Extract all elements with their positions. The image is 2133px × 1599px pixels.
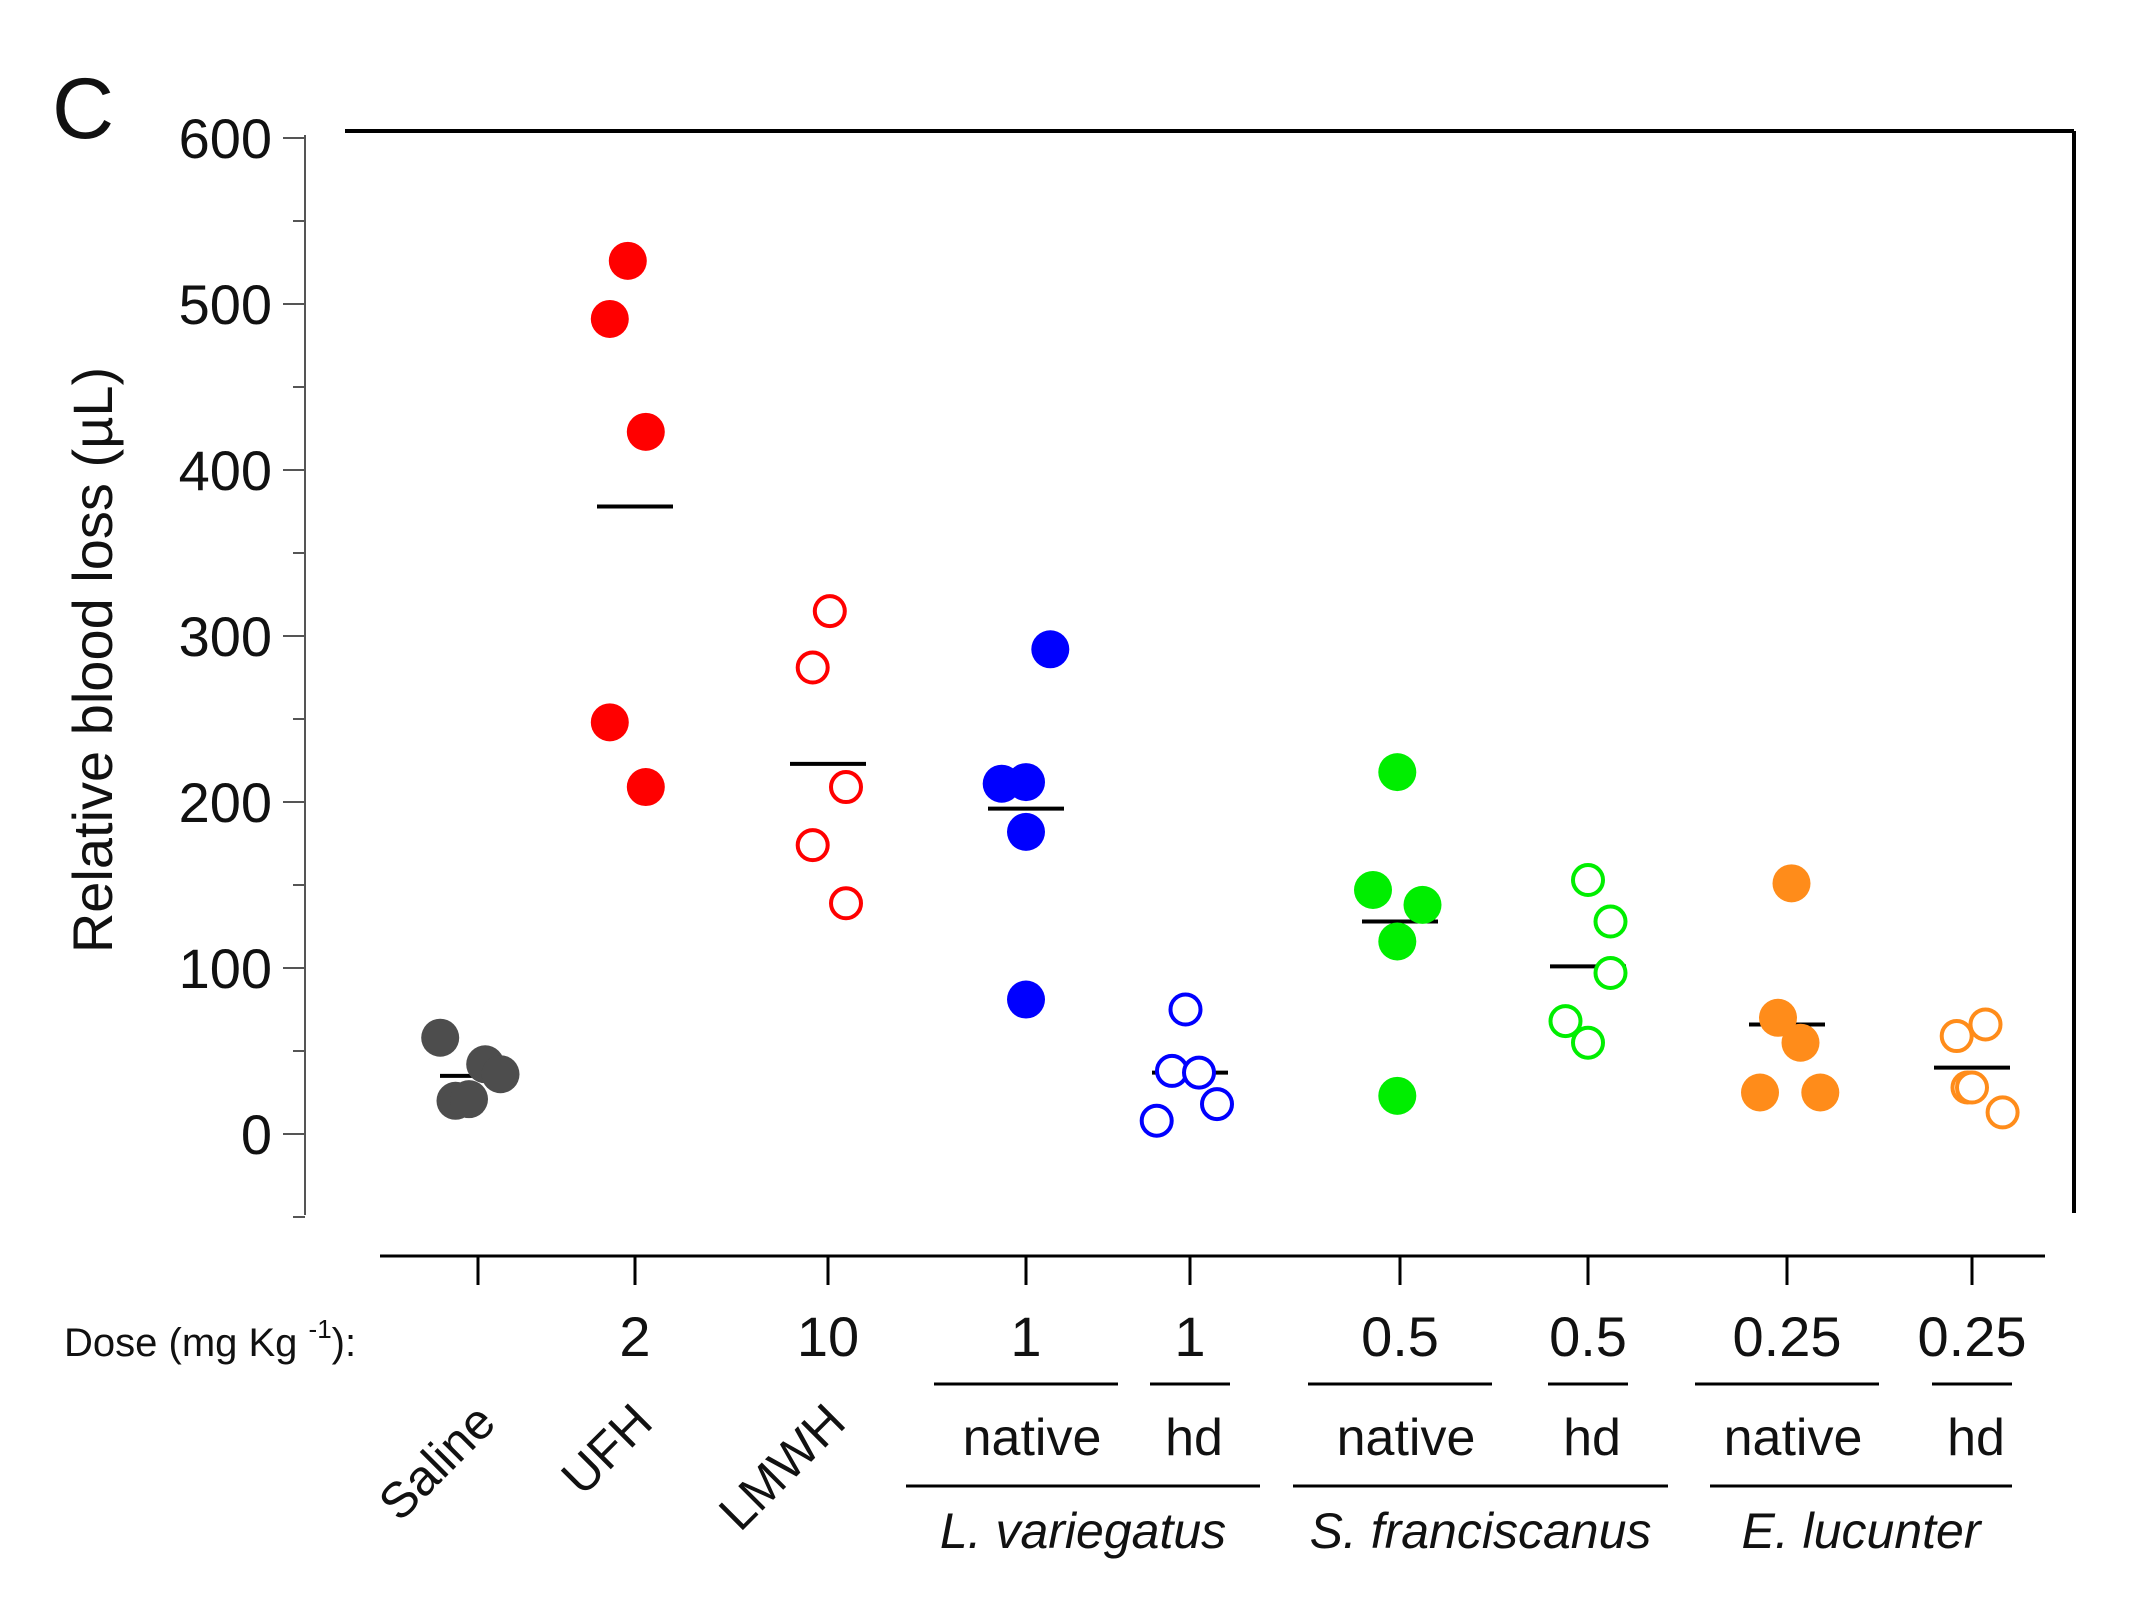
dose-label: 2 — [619, 1305, 650, 1368]
dose-label: 1 — [1174, 1305, 1205, 1368]
data-point — [1985, 1095, 2020, 1130]
form-label: hd — [1165, 1409, 1223, 1467]
data-point — [1571, 863, 1605, 898]
group-label: LMWH — [708, 1393, 856, 1541]
data-point — [626, 768, 665, 807]
data-point — [590, 299, 629, 338]
dose-label: 1 — [1010, 1305, 1041, 1368]
data-point — [1378, 922, 1417, 961]
dose-label: 0.5 — [1361, 1305, 1439, 1368]
data-point — [1571, 1025, 1605, 1060]
form-label: hd — [1947, 1409, 2005, 1467]
form-label: native — [1337, 1409, 1476, 1467]
y-tick-label: 0 — [241, 1103, 272, 1166]
data-point — [1182, 1055, 1216, 1090]
dose-label: 0.5 — [1549, 1305, 1627, 1368]
group-means — [440, 504, 2010, 1078]
data-point — [1593, 904, 1628, 939]
species-label: E. lucunter — [1741, 1503, 1982, 1559]
data-point — [1378, 1076, 1417, 1115]
data-point — [481, 1055, 520, 1094]
data-point — [1139, 1103, 1174, 1138]
data-point — [1548, 1004, 1583, 1039]
axes — [304, 129, 2076, 1215]
data-point — [1168, 992, 1203, 1027]
data-points — [421, 241, 2020, 1138]
data-point — [590, 703, 629, 742]
dose-label: 0.25 — [1733, 1305, 1842, 1368]
data-point — [608, 241, 647, 280]
data-point — [1007, 812, 1045, 851]
dose-axis-title: Dose (mg Kg -1): — [64, 1314, 356, 1365]
y-tick-label: 400 — [179, 439, 272, 502]
data-point — [1354, 870, 1392, 909]
data-point — [626, 412, 665, 451]
dose-label: 10 — [797, 1305, 859, 1368]
species-label: S. franciscanus — [1310, 1503, 1652, 1559]
y-tick-label: 200 — [179, 771, 272, 834]
data-point — [1593, 955, 1628, 990]
y-axis-ticks: 0 100 200 300 400 500 600 — [179, 107, 305, 1218]
data-point — [1007, 980, 1045, 1019]
data-point — [1403, 885, 1442, 924]
form-label: hd — [1563, 1409, 1621, 1467]
data-point — [421, 1018, 460, 1057]
form-label: native — [1724, 1409, 1863, 1467]
data-point — [1200, 1087, 1234, 1122]
panel-letter: C — [52, 61, 114, 157]
data-point — [1939, 1019, 1974, 1054]
data-point — [1781, 1023, 1820, 1062]
group-label: Saline — [368, 1393, 506, 1531]
data-point — [1759, 998, 1797, 1037]
data-point — [1741, 1073, 1779, 1112]
data-point — [1007, 763, 1045, 802]
data-point — [1968, 1007, 2003, 1042]
data-point — [829, 886, 863, 921]
data-point — [1955, 1070, 1989, 1105]
y-tick-label: 600 — [179, 107, 272, 170]
data-point — [1772, 864, 1811, 903]
form-label: native — [963, 1409, 1102, 1467]
data-point — [1031, 630, 1070, 669]
data-point — [829, 770, 863, 805]
y-axis-label: Relative blood loss (µL) — [61, 367, 124, 953]
y-tick-label: 500 — [179, 273, 272, 336]
data-point — [812, 594, 847, 629]
data-point — [795, 828, 830, 863]
data-point — [795, 650, 830, 685]
data-point — [450, 1080, 488, 1119]
x-axis-categories: Saline 2 UFH 10 LMWH 1 native 1 hd 0.5 native 0.5 hd… — [368, 1254, 2045, 1559]
data-point — [1378, 753, 1417, 792]
dose-label: 0.25 — [1918, 1305, 2027, 1368]
y-tick-label: 300 — [179, 605, 272, 668]
species-label: L. variegatus — [940, 1503, 1226, 1559]
group-label: UFH — [551, 1393, 663, 1505]
y-tick-label: 100 — [179, 937, 272, 1000]
data-point — [1801, 1073, 1840, 1112]
